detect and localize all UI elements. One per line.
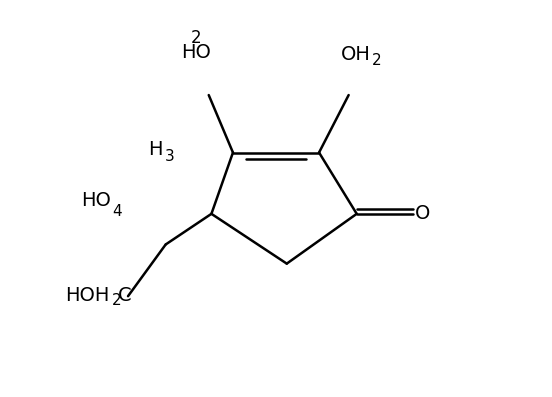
Text: C: C <box>118 286 132 305</box>
Text: 2: 2 <box>112 293 121 308</box>
Text: 2: 2 <box>372 53 381 68</box>
Text: HOH: HOH <box>65 286 109 305</box>
Text: 2: 2 <box>191 29 201 46</box>
Text: HO: HO <box>81 191 111 210</box>
Text: H: H <box>148 140 163 159</box>
Text: 3: 3 <box>164 149 174 164</box>
Text: O: O <box>415 204 430 224</box>
Text: OH: OH <box>341 45 370 64</box>
Text: 4: 4 <box>112 204 121 219</box>
Text: HO: HO <box>182 43 211 62</box>
